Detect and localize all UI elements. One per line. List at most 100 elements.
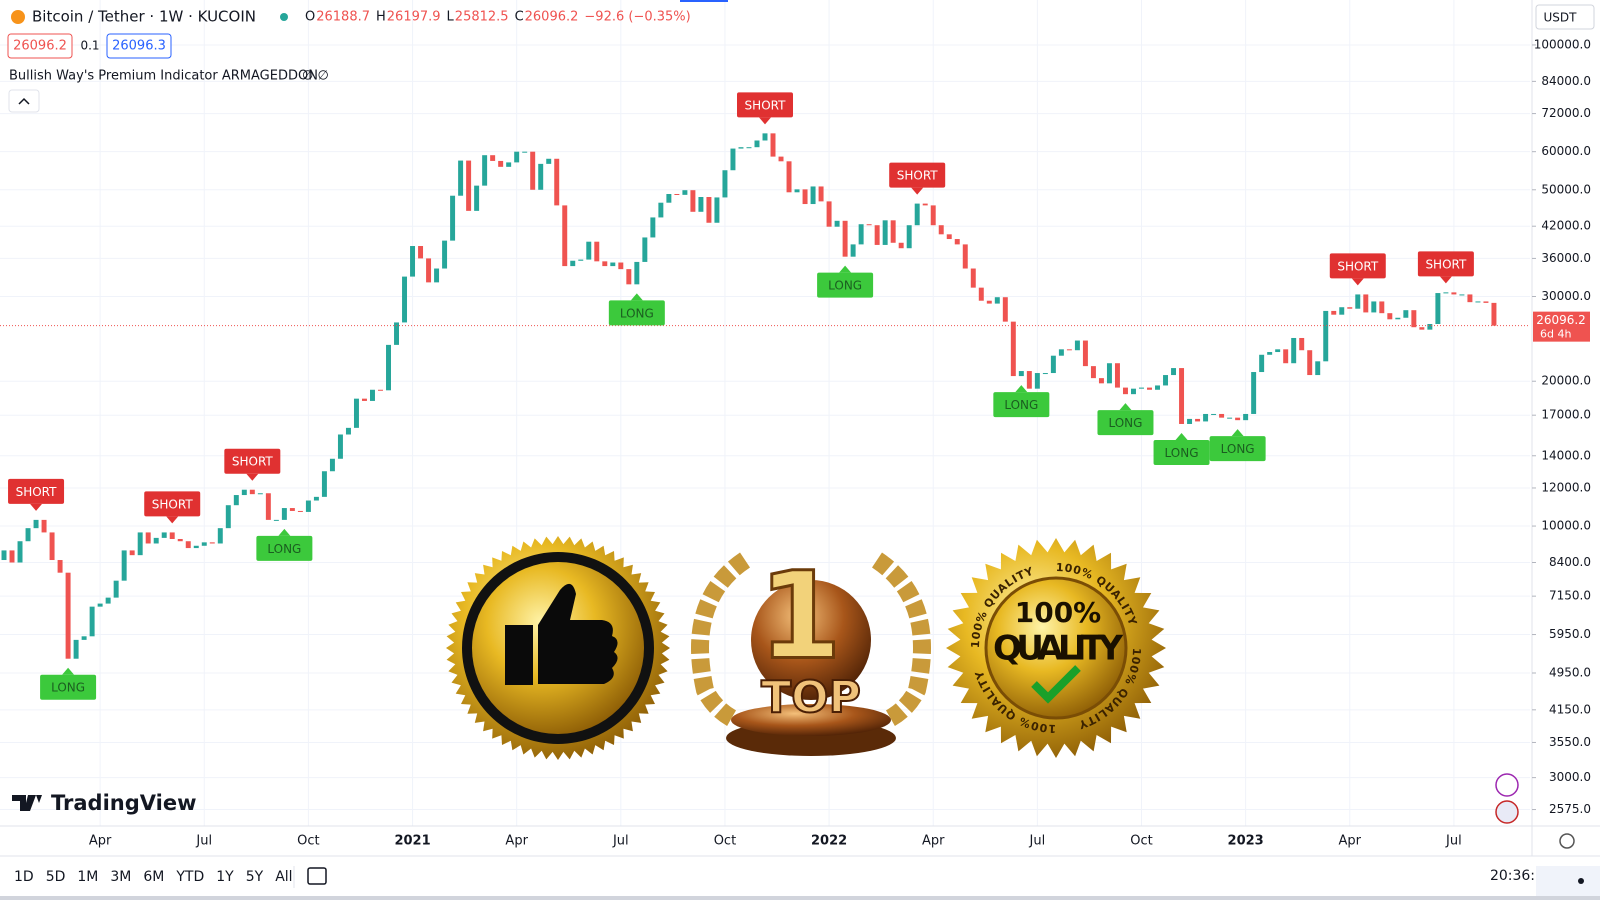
indicator[interactable]: Bullish Way's Premium Indicator ARMAGEDD…	[9, 69, 318, 84]
candle	[962, 244, 968, 269]
indicator-params: ∅ ∅	[302, 69, 329, 84]
candle	[586, 241, 592, 260]
candle	[17, 541, 23, 563]
candle	[1171, 368, 1177, 376]
candle	[289, 508, 295, 511]
candle	[826, 201, 832, 227]
candle	[778, 156, 784, 162]
range-button[interactable]: 6M	[143, 869, 164, 885]
collapse-button[interactable]	[8, 89, 40, 113]
date-range-icon[interactable]	[307, 867, 327, 885]
y-tick-label: 4950.0	[1549, 665, 1591, 679]
range-button[interactable]: 3M	[110, 869, 131, 885]
candle	[89, 606, 95, 637]
candle	[1211, 413, 1217, 415]
candle	[506, 162, 512, 167]
y-tick-label: 3550.0	[1549, 735, 1591, 749]
candle	[1315, 361, 1321, 376]
candle	[153, 537, 159, 544]
buy-button[interactable]	[106, 33, 172, 59]
candle	[402, 276, 408, 323]
candle	[321, 471, 327, 497]
range-button[interactable]: All	[275, 869, 292, 885]
candle	[185, 541, 191, 549]
candle	[498, 160, 504, 167]
logo-mark	[12, 795, 42, 811]
candle	[466, 160, 472, 211]
candle	[1403, 310, 1409, 318]
candle	[490, 155, 496, 161]
alert-icon[interactable]	[1495, 773, 1519, 797]
signal-box	[889, 162, 946, 188]
settings-icon[interactable]	[1559, 833, 1575, 849]
time-axis: Apr Jul Oct 2021 Apr Jul Oct 2022 Apr Jul Oct 2023 A…	[89, 834, 1462, 849]
signal-box	[1329, 253, 1386, 279]
seal-face	[984, 576, 1128, 720]
candle	[642, 237, 648, 262]
signal-pointer	[1015, 385, 1028, 393]
quality-word: QUALITY	[993, 629, 1123, 669]
candle	[602, 261, 608, 267]
candle	[794, 189, 800, 193]
corner-widget[interactable]	[1536, 866, 1600, 896]
candle	[562, 205, 568, 267]
candle	[297, 510, 303, 512]
symbol[interactable]: Bitcoin / Tether · 1W · KUCOIN	[32, 8, 256, 26]
candle	[890, 220, 896, 243]
candle	[329, 458, 335, 472]
candle	[361, 398, 367, 401]
candle	[730, 148, 736, 171]
sell-button[interactable]	[7, 33, 73, 59]
currency-button[interactable]	[1535, 4, 1595, 30]
last-price-box	[1533, 311, 1590, 342]
flag-icon[interactable]	[1495, 800, 1519, 824]
candle	[1163, 375, 1169, 386]
top-disc	[751, 580, 871, 700]
candle	[986, 300, 992, 304]
candle	[1058, 349, 1064, 356]
signal-pointer	[759, 117, 771, 125]
range-button[interactable]: 1Y	[216, 869, 234, 885]
top-text: TOP	[761, 672, 861, 723]
signal-pointer	[911, 187, 924, 195]
range-button[interactable]: 1M	[77, 869, 98, 885]
candle	[1331, 310, 1337, 315]
candle	[762, 133, 768, 141]
signal-label: SHORT	[16, 485, 58, 499]
y-tick-label: 7150.0	[1549, 589, 1591, 603]
range-button[interactable]: 5Y	[246, 869, 264, 885]
candle	[1387, 313, 1393, 320]
range-button[interactable]: 1D	[14, 869, 34, 885]
candle	[1347, 307, 1353, 309]
candle	[786, 161, 792, 193]
range-buttons: 1D 5D 1M 3M 6M YTD 1Y 5Y All	[14, 869, 293, 885]
candle	[882, 220, 888, 245]
x-tick-label: Oct	[1130, 834, 1152, 849]
candle	[610, 262, 616, 267]
candle	[1483, 301, 1489, 303]
signal-label: LONG	[620, 306, 654, 320]
candle	[1291, 337, 1297, 364]
range-button[interactable]: 5D	[46, 869, 66, 885]
candle	[161, 532, 167, 538]
candle	[930, 205, 936, 226]
candle	[1122, 387, 1128, 395]
candle	[241, 489, 247, 496]
candle	[169, 532, 175, 539]
candle	[378, 389, 383, 391]
ohlc-value: 26188.7	[316, 10, 370, 25]
countdown: 6d 4h	[1540, 328, 1571, 341]
candle	[1251, 372, 1257, 414]
candle	[1098, 378, 1104, 384]
y-tick-label: 20000.0	[1541, 374, 1591, 388]
candle	[193, 545, 199, 549]
x-tick-label: Apr	[1339, 834, 1362, 849]
signal-label: SHORT	[745, 98, 787, 112]
candle	[874, 225, 880, 245]
candle	[65, 572, 71, 659]
candle	[265, 493, 271, 520]
signal-label: SHORT	[897, 169, 939, 183]
candle	[1090, 366, 1096, 379]
range-button[interactable]: YTD	[175, 869, 204, 885]
